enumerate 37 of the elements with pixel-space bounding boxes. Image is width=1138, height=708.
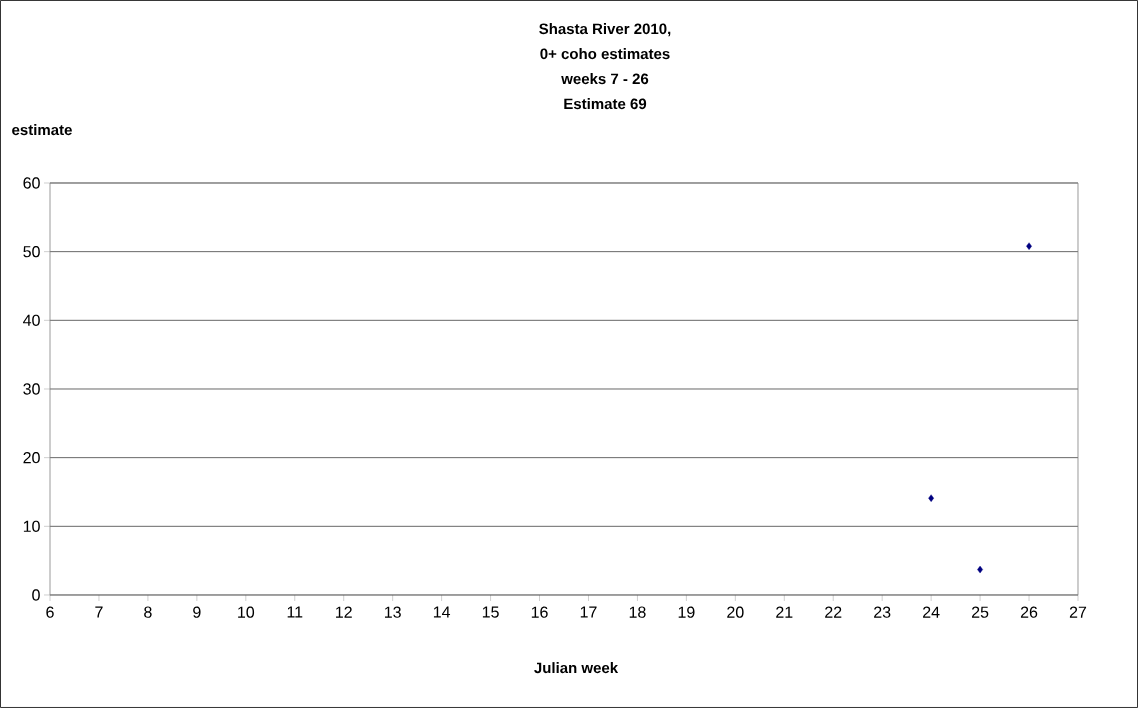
- x-tick-label: 12: [336, 606, 352, 618]
- x-tick-label: 9: [193, 606, 201, 618]
- text: weeks 7 - 26: [561, 73, 649, 85]
- x-tick-label: 18: [629, 606, 646, 618]
- point: [928, 494, 934, 502]
- chart-subtitle: 0+ coho estimates: [540, 48, 670, 60]
- x-tick-label: 8: [144, 606, 152, 618]
- x-tick-label: 16: [531, 606, 548, 618]
- x-tick-label: 14: [433, 606, 451, 618]
- x-tick-label: 13: [384, 606, 401, 618]
- y-tick-label: 50: [23, 246, 40, 258]
- y-tick-label: 60: [23, 177, 40, 189]
- x-tick-label: 15: [482, 606, 499, 618]
- y-axis-title: estimate: [12, 124, 72, 136]
- y-tick-label: 40: [23, 314, 40, 326]
- x-tick-label: 21: [776, 606, 793, 618]
- y-tick-label: 20: [23, 451, 40, 464]
- y-tick-label: 30: [23, 383, 40, 395]
- x-tick-label: 10: [238, 606, 255, 618]
- x-tick-label: 24: [923, 606, 940, 618]
- x-tick-label: 6: [46, 606, 54, 618]
- x-tick-label: 20: [727, 606, 744, 618]
- x-tick-label: 22: [825, 606, 842, 618]
- x-tick-label: 19: [678, 606, 695, 618]
- x-tick-label: 26: [1020, 606, 1038, 618]
- point: [1026, 242, 1032, 250]
- x-axis-title: Julian week: [534, 662, 619, 674]
- text: Estimate 69: [564, 98, 647, 110]
- y-tick-label: 0: [32, 589, 40, 601]
- x-tick-label: 11: [287, 606, 303, 618]
- x-tick-label: 7: [95, 606, 103, 618]
- x-tick-label: 17: [580, 606, 597, 618]
- y-tick-label: 10: [23, 520, 40, 532]
- x-tick-label: 25: [971, 606, 989, 618]
- chart-title: Shasta River 2010,: [539, 23, 671, 37]
- x-tick-label: 27: [1069, 606, 1087, 618]
- x-tick-label: 23: [874, 606, 891, 618]
